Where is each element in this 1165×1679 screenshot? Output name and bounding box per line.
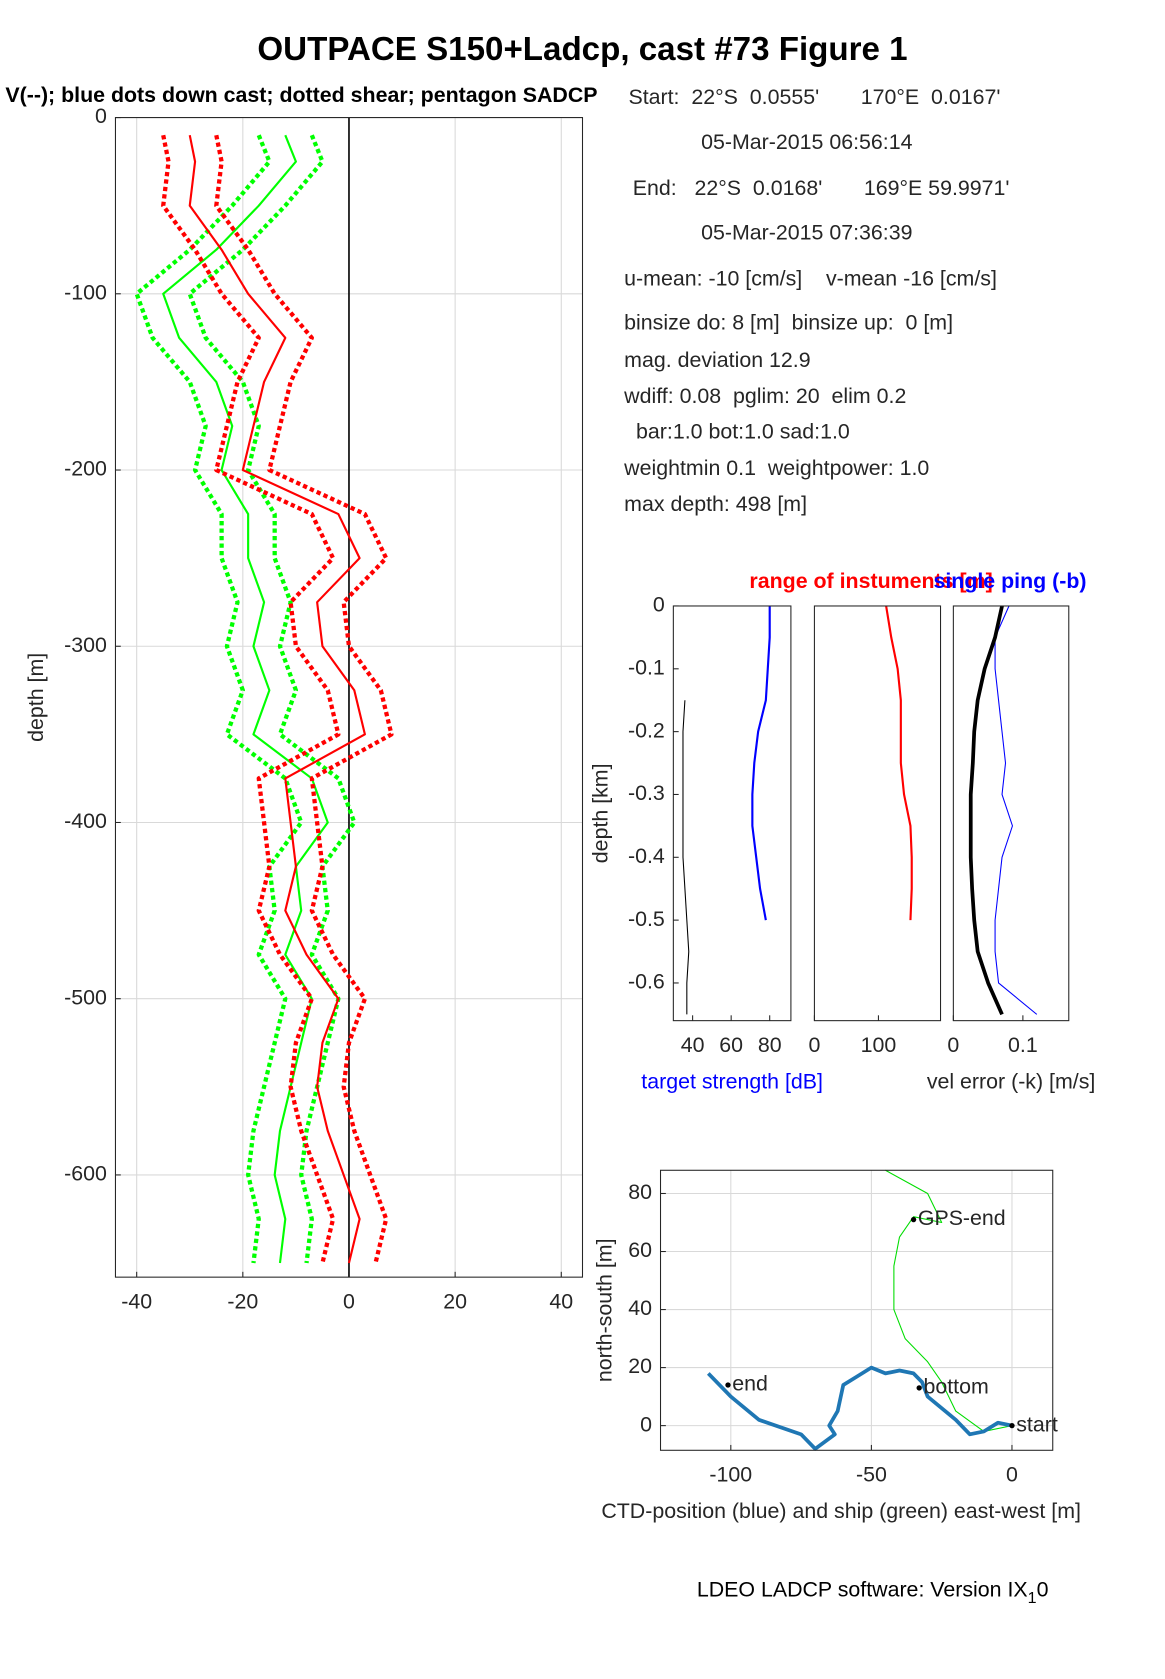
x-axis-label: CTD-position (blue) and ship (green) eas…	[601, 1499, 1081, 1523]
info-line: weightmin 0.1 weightpower: 1.0	[623, 456, 929, 480]
y-tick-label: -300	[64, 633, 107, 657]
y-axis-label: depth [m]	[24, 653, 48, 742]
x-tick-label: 100	[861, 1033, 897, 1057]
y-tick-label: -400	[64, 809, 107, 833]
plot-area	[814, 605, 941, 1021]
x-tick-label: 0	[947, 1033, 959, 1057]
annotation-dot	[916, 1385, 922, 1391]
axes-box	[114, 117, 584, 1278]
series-line	[682, 700, 690, 1015]
y-tick-label: -0.6	[628, 970, 665, 994]
axes-box	[672, 605, 792, 1022]
x-tick-label: 0	[1006, 1463, 1018, 1487]
series-line	[134, 134, 304, 1264]
annotation-dot	[1009, 1422, 1015, 1429]
annotation: bottom	[923, 1375, 988, 1399]
axes-box	[659, 1169, 1054, 1451]
y-tick-label: 0	[640, 1412, 652, 1436]
x-tick-label: 80	[758, 1033, 782, 1057]
footer-tail: 0	[1037, 1577, 1049, 1601]
info-line: 05-Mar-2015 06:56:14	[701, 130, 912, 154]
series-line	[706, 1365, 1013, 1451]
x-tick-label: 20	[443, 1289, 467, 1313]
info-line: Start: 22°S 0.0555' 170°E 0.0167'	[628, 85, 1000, 109]
panel-title: single ping (-b)	[933, 569, 1086, 593]
subtitle: V(--); blue dots down cast; dotted shear…	[5, 83, 597, 107]
axes-box	[952, 605, 1070, 1022]
x-tick-label: 0	[808, 1033, 820, 1057]
info-line: bar:1.0 bot:1.0 sad:1.0	[624, 419, 850, 443]
series-line	[214, 134, 394, 1264]
y-tick-label: -500	[64, 985, 107, 1009]
y-tick-label: -100	[64, 280, 107, 304]
y-axis-label: depth [km]	[588, 763, 612, 863]
series-line	[161, 134, 341, 1264]
y-tick-label: 20	[628, 1354, 652, 1378]
annotation-dot	[725, 1382, 731, 1388]
x-tick-label: 40	[549, 1289, 573, 1313]
footer-text: LDEO LADCP software: Version IX	[697, 1577, 1028, 1601]
annotation-dot	[910, 1216, 917, 1223]
series-line	[885, 1169, 1013, 1432]
y-axis-label: north-south [m]	[593, 1238, 617, 1382]
series-line	[885, 605, 913, 921]
x-axis-label: vel error (-k) [m/s]	[927, 1069, 1095, 1093]
info-line: 05-Mar-2015 07:36:39	[701, 221, 912, 245]
footer-sub: 1	[1028, 1589, 1037, 1607]
y-tick-label: -0.2	[628, 718, 665, 742]
axes-box	[813, 605, 942, 1022]
info-block: Start: 22°S 0.0555' 170°E 0.0167' 05-Mar-…	[623, 85, 1009, 516]
info-line: mag. deviation 12.9	[624, 348, 810, 372]
x-tick-label: -20	[227, 1289, 258, 1313]
info-line: u-mean: -10 [cm/s] v-mean -16 [cm/s]	[624, 267, 997, 291]
y-tick-label: -200	[64, 457, 107, 481]
x-tick-label: 0.1	[1008, 1033, 1038, 1057]
series-line	[187, 134, 357, 1264]
plot-area	[660, 1170, 1053, 1451]
x-tick-label: -100	[709, 1463, 752, 1487]
x-tick-label: -50	[856, 1463, 887, 1487]
y-tick-label: 40	[628, 1296, 652, 1320]
panel-title: range of instuments [m]	[749, 569, 992, 593]
series-line	[994, 605, 1038, 1015]
footer: LDEO LADCP software: Version IX10	[697, 1577, 1049, 1607]
annotation: start	[1016, 1412, 1058, 1436]
y-tick-label: -600	[64, 1162, 107, 1186]
series-line	[188, 134, 366, 1264]
y-tick-label: 60	[628, 1238, 652, 1262]
x-tick-label: -40	[121, 1289, 152, 1313]
info-line: End: 22°S 0.0168' 169°E 59.9971'	[633, 176, 1010, 200]
y-tick-label: -0.3	[628, 781, 665, 805]
plot-area	[673, 605, 791, 1021]
info-line: max depth: 498 [m]	[624, 492, 807, 516]
series-line	[968, 605, 1004, 1016]
y-tick-label: -0.1	[628, 655, 665, 679]
x-tick-label: 40	[681, 1033, 705, 1057]
annotation: end	[732, 1372, 768, 1396]
info-line: wdiff: 0.08 pglim: 20 elim 0.2	[623, 384, 906, 408]
x-tick-label: 60	[719, 1033, 743, 1057]
y-tick-label: -0.4	[628, 844, 665, 868]
series-line	[751, 605, 771, 921]
y-tick-label: -0.5	[628, 907, 665, 931]
info-line: binsize do: 8 [m] binsize up: 0 [m]	[624, 310, 953, 334]
x-tick-label: 0	[343, 1289, 355, 1313]
x-axis-label: target strength [dB]	[641, 1069, 823, 1093]
figure-title: OUTPACE S150+Ladcp, cast #73 Figure 1	[257, 31, 907, 68]
y-tick-label: 0	[653, 593, 665, 617]
y-tick-label: 0	[95, 104, 107, 128]
annotation: GPS-end	[918, 1206, 1006, 1230]
y-tick-label: 80	[628, 1180, 652, 1204]
